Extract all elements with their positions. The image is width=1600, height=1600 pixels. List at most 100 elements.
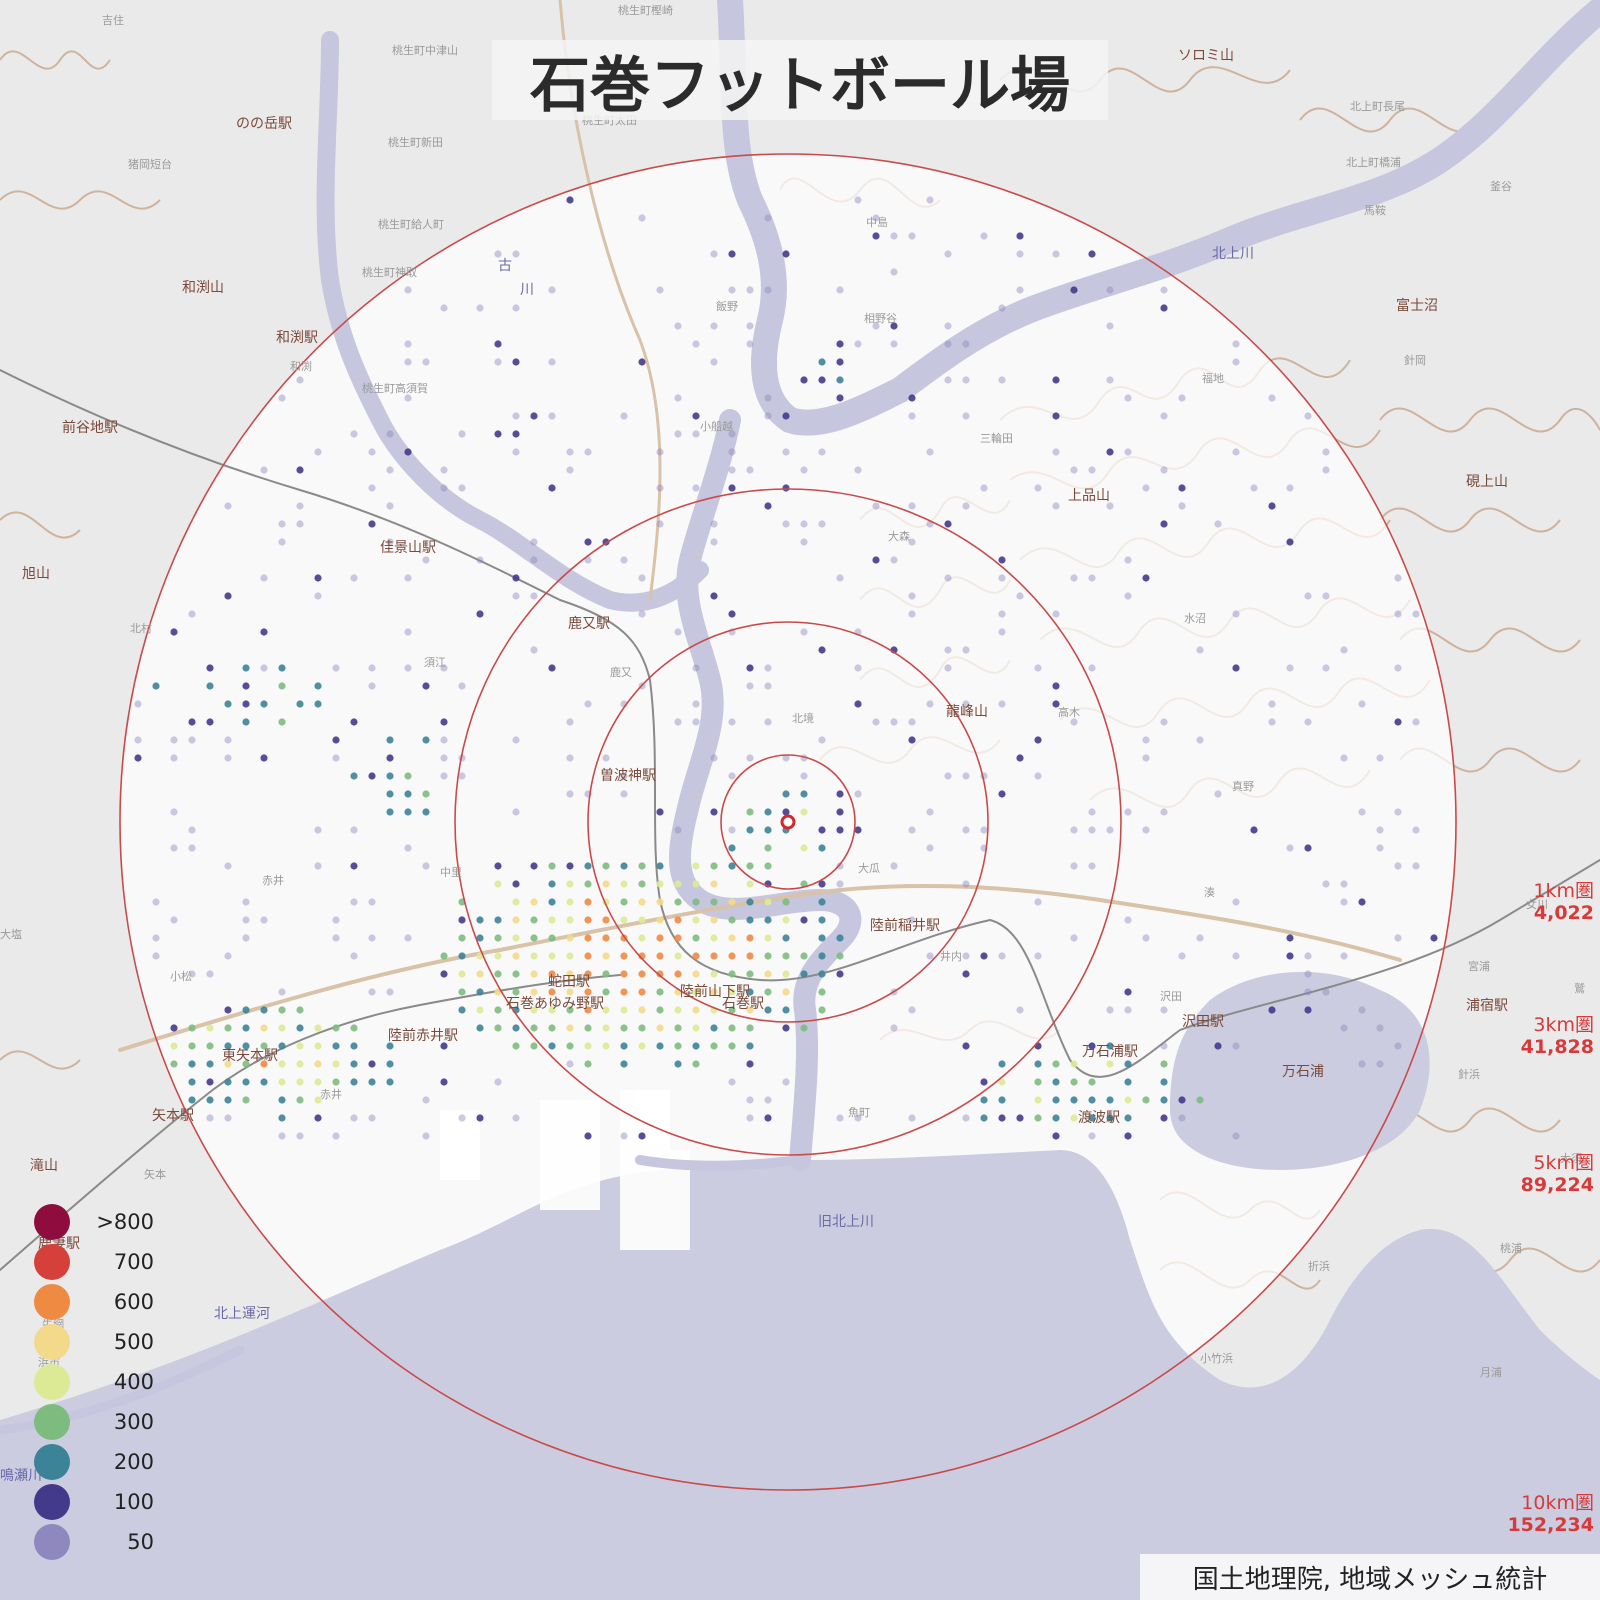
legend-swatch <box>34 1364 70 1400</box>
mesh-dot <box>296 700 303 707</box>
mesh-dot <box>1340 898 1347 905</box>
mesh-dot <box>818 844 825 851</box>
district-label: 赤井 <box>262 873 284 887</box>
mesh-dot <box>782 970 789 977</box>
district-label: 桃生町新田 <box>388 135 443 149</box>
mesh-dot <box>530 592 537 599</box>
district-label: 和渕 <box>290 359 312 373</box>
mesh-dot <box>1178 394 1185 401</box>
mesh-dot <box>710 1042 717 1049</box>
mesh-dot <box>944 322 951 329</box>
mesh-dot <box>1034 952 1041 959</box>
mesh-dot <box>584 952 591 959</box>
mesh-dot <box>1286 934 1293 941</box>
mesh-dot <box>764 1006 771 1013</box>
station-label: 石巻駅 <box>722 996 764 1012</box>
mesh-dot <box>1052 610 1059 617</box>
legend-row: 50 <box>34 1522 154 1562</box>
mesh-dot <box>998 574 1005 581</box>
mesh-dot <box>350 1060 357 1067</box>
mesh-dot <box>638 574 645 581</box>
mesh-dot <box>386 988 393 995</box>
legend-swatch <box>34 1444 70 1480</box>
mesh-dot <box>296 376 303 383</box>
mesh-dot <box>962 340 969 347</box>
mesh-dot <box>1052 412 1059 419</box>
mesh-dot <box>206 1060 213 1067</box>
mesh-dot <box>566 898 573 905</box>
mesh-dot <box>566 754 573 761</box>
mesh-dot <box>998 1060 1005 1067</box>
mesh-dot <box>206 682 213 689</box>
mesh-dot <box>458 484 465 491</box>
mesh-dot <box>800 772 807 779</box>
mesh-dot <box>656 934 663 941</box>
mesh-dot <box>566 718 573 725</box>
mesh-dot <box>350 718 357 725</box>
mesh-dot <box>944 520 951 527</box>
mesh-dot <box>818 1006 825 1013</box>
mesh-dot <box>1304 952 1311 959</box>
mesh-dot <box>1052 448 1059 455</box>
mesh-dot <box>746 340 753 347</box>
mesh-dot <box>728 718 735 725</box>
mesh-dot <box>1124 1132 1131 1139</box>
mesh-dot <box>1178 1096 1185 1103</box>
mesh-dot <box>800 916 807 923</box>
mesh-dot <box>224 1024 231 1031</box>
mesh-dot <box>746 1024 753 1031</box>
mesh-dot <box>530 538 537 545</box>
mesh-dot <box>458 952 465 959</box>
mesh-dot <box>944 376 951 383</box>
district-label: 桃生町高須賀 <box>362 381 428 395</box>
mountain-label: 万石浦 <box>1282 1064 1324 1080</box>
mesh-dot <box>656 1006 663 1013</box>
mesh-dot <box>1088 664 1095 671</box>
legend-label: >800 <box>96 1210 154 1234</box>
mesh-dot <box>782 1006 789 1013</box>
mesh-dot <box>314 1042 321 1049</box>
mesh-dot <box>764 214 771 221</box>
mesh-dot <box>188 1042 195 1049</box>
mesh-dot <box>152 682 159 689</box>
mesh-dot <box>1106 376 1113 383</box>
legend-label: 400 <box>114 1370 154 1394</box>
station-label: 石巻あゆみ野駅 <box>506 996 604 1012</box>
mesh-dot <box>404 934 411 941</box>
mesh-dot <box>242 934 249 941</box>
mesh-dot <box>638 1024 645 1031</box>
mesh-dot <box>998 1096 1005 1103</box>
mesh-dot <box>692 700 699 707</box>
mesh-dot <box>728 934 735 941</box>
mesh-dot <box>782 250 789 257</box>
mesh-dot <box>314 448 321 455</box>
mesh-dot <box>1232 898 1239 905</box>
mesh-dot <box>818 970 825 977</box>
mesh-dot <box>1016 592 1023 599</box>
mesh-dot <box>836 574 843 581</box>
legend-swatch <box>34 1284 70 1320</box>
district-label: 吉住 <box>102 13 124 27</box>
mesh-dot <box>206 1096 213 1103</box>
mesh-dot <box>1124 1060 1131 1067</box>
mesh-dot <box>1394 808 1401 815</box>
mesh-dot <box>1268 718 1275 725</box>
mesh-dot <box>1124 592 1131 599</box>
mesh-dot <box>512 304 519 311</box>
mesh-dot <box>836 340 843 347</box>
mesh-dot <box>566 934 573 941</box>
mesh-dot <box>638 1042 645 1049</box>
mesh-dot <box>1358 1006 1365 1013</box>
mesh-dot <box>584 898 591 905</box>
mesh-dot <box>1016 286 1023 293</box>
mesh-dot <box>278 988 285 995</box>
mesh-dot <box>422 358 429 365</box>
mesh-dot <box>1070 934 1077 941</box>
mesh-dot <box>800 376 807 383</box>
mesh-dot <box>1016 754 1023 761</box>
mesh-dot <box>908 1006 915 1013</box>
mesh-dot <box>836 286 843 293</box>
mesh-dot <box>476 916 483 923</box>
mesh-dot <box>1376 844 1383 851</box>
mesh-dot <box>1286 844 1293 851</box>
